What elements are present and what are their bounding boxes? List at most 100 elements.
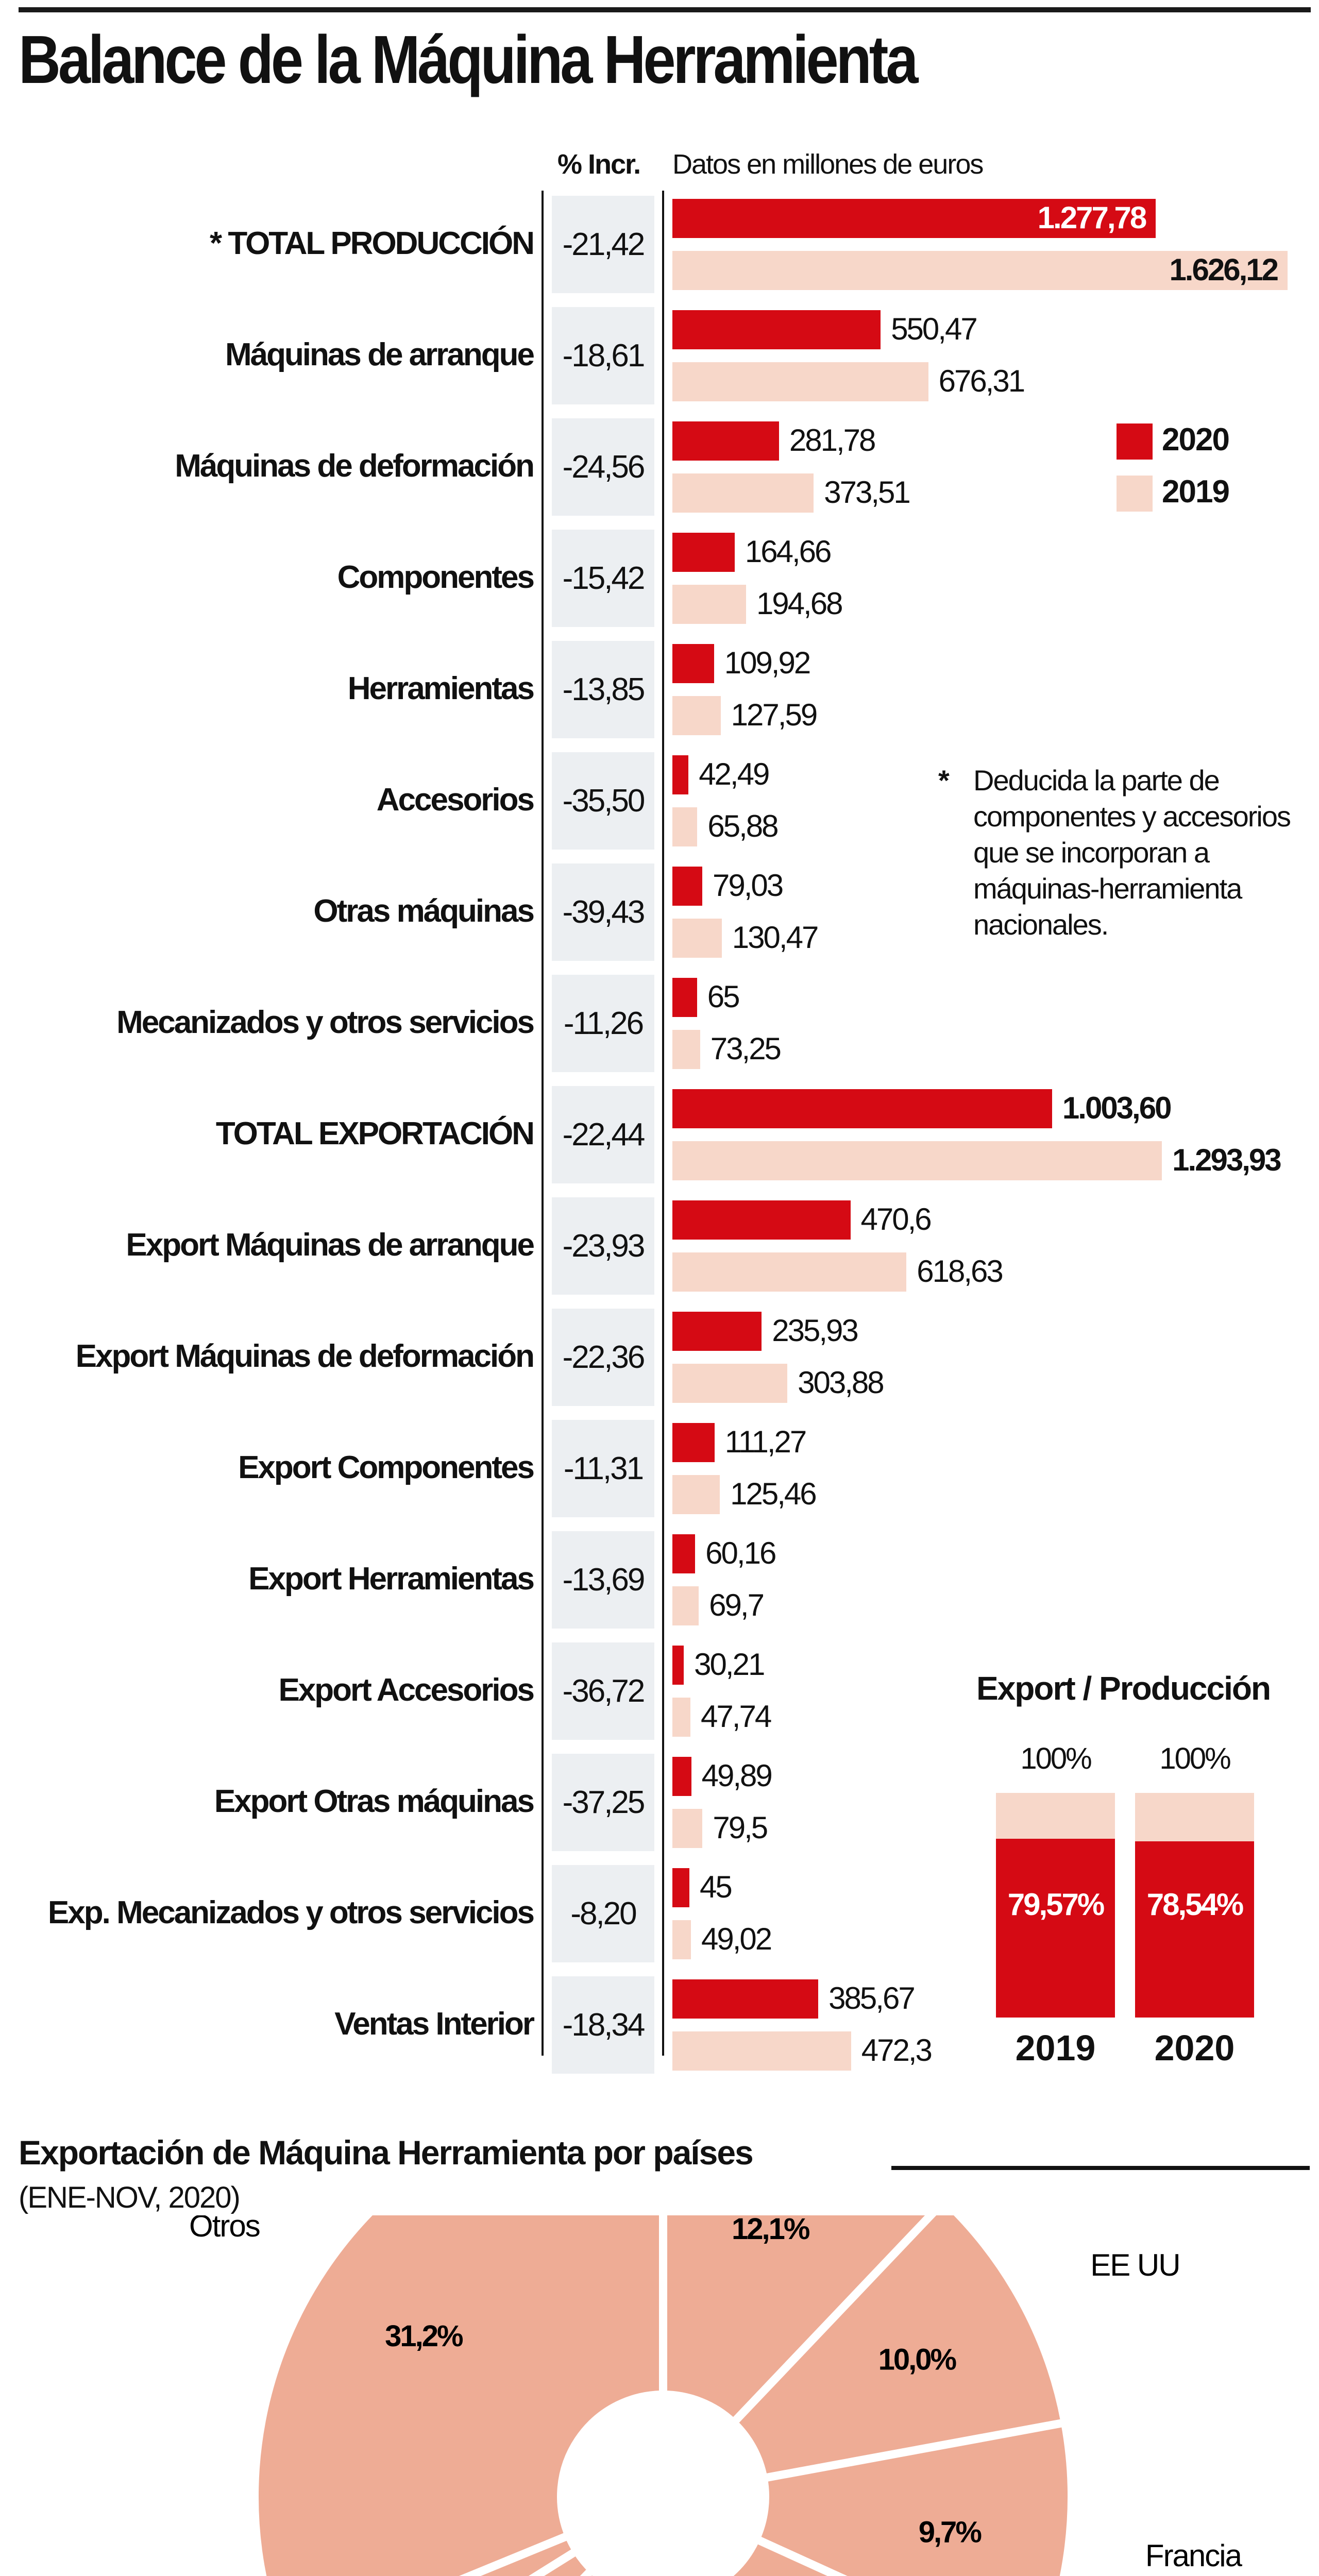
bar-2020 <box>672 978 697 1017</box>
page-title: Balance de la Máquina Herramienta <box>19 22 918 97</box>
bar-2019 <box>672 696 721 735</box>
footnote-line: componentes y accesorios <box>973 800 1291 833</box>
footnote: * Deducida la parte de componentes y acc… <box>938 762 1291 943</box>
pct-incr-box <box>552 307 654 404</box>
footnote-line: Deducida la parte de <box>973 764 1220 796</box>
row-label: Export Herramientas <box>248 1561 535 1597</box>
row-label: Mecanizados y otros servicios <box>116 1004 535 1040</box>
pct-incr-box <box>552 975 654 1072</box>
row-label: TOTAL EXPORTACIÓN <box>215 1115 535 1151</box>
pct-incr-box <box>552 1420 654 1517</box>
pct-incr-box <box>552 641 654 738</box>
value-label-2019: 472,3 <box>861 2033 933 2067</box>
bar-2020 <box>672 310 881 349</box>
donut-pct-label: 10,0% <box>878 2343 957 2376</box>
pct-incr-box <box>552 1309 654 1406</box>
value-label-2020: 42,49 <box>699 757 770 791</box>
bar-2020 <box>672 1200 851 1240</box>
value-label-2019: 127,59 <box>731 698 818 732</box>
pct-incr-value: -37,25 <box>562 1784 646 1820</box>
bar-2020 <box>672 1757 691 1796</box>
pct-incr-value: -22,36 <box>562 1339 646 1375</box>
bar-2020 <box>672 1534 696 1573</box>
divider-right <box>662 191 664 2056</box>
bar-2019 <box>672 1364 788 1403</box>
pct-incr-box <box>552 1754 654 1851</box>
value-label-2019: 79,5 <box>713 1810 768 1845</box>
pct-incr-box <box>552 1865 654 1962</box>
bar-2020 <box>672 421 779 461</box>
bar-2019 <box>672 807 698 846</box>
value-label-2019: 676,31 <box>938 364 1026 398</box>
bar-2019 <box>672 251 1288 290</box>
ep-total-label: 100% <box>1020 1742 1092 1775</box>
section-title: Exportación de Máquina Herramienta por p… <box>19 2133 754 2172</box>
value-label-2019: 73,25 <box>710 1031 782 1066</box>
donut-pct-label: 31,2% <box>385 2319 463 2353</box>
value-label-2020: 164,66 <box>745 534 832 569</box>
donut-slice-otros <box>250 2215 667 2576</box>
value-label-2019: 125,46 <box>730 1477 817 1511</box>
value-label-2020: 1.003,60 <box>1062 1091 1172 1125</box>
donut-pct-label: 12,1% <box>732 2215 810 2246</box>
value-label-2019: 1.293,93 <box>1172 1143 1282 1177</box>
pct-incr-value: -15,42 <box>562 560 646 596</box>
value-label-2019: 130,47 <box>732 920 819 955</box>
donut-category-label: Francia <box>1145 2538 1243 2573</box>
bar-2020 <box>672 1646 684 1685</box>
value-label-2020: 65 <box>707 979 740 1014</box>
value-label-2020: 45 <box>700 1870 733 1904</box>
divider-left <box>542 191 544 2056</box>
row-label: Herramientas <box>347 670 535 706</box>
pct-incr-value: -36,72 <box>562 1673 646 1709</box>
row-label: Ventas Interior <box>334 2006 535 2042</box>
value-label-2019: 47,74 <box>701 1699 772 1734</box>
bar-2019 <box>672 1030 700 1069</box>
bar-2019 <box>672 1698 691 1737</box>
value-label-2020: 235,93 <box>772 1313 859 1348</box>
section-subtitle: (ENE-NOV, 2020) <box>19 2181 241 2214</box>
pct-incr-box <box>552 1197 654 1295</box>
pct-incr-box <box>552 1531 654 1629</box>
footnote-line: que se incorporan a <box>973 836 1210 869</box>
bar-2020 <box>672 1979 819 2019</box>
legend-label-2019: 2019 <box>1162 474 1230 510</box>
bar-2020 <box>672 1089 1052 1128</box>
pct-incr-value: -11,26 <box>563 1005 644 1041</box>
bar-2020 <box>672 1312 762 1351</box>
bar-2019 <box>672 362 928 401</box>
ep-value-label: 79,57% <box>1007 1887 1105 1922</box>
footnote-line: máquinas-herramienta <box>973 872 1242 905</box>
donut-category-label: EE UU <box>1090 2248 1179 2282</box>
pct-incr-box <box>552 530 654 627</box>
pct-incr-value: -21,42 <box>562 226 646 262</box>
pct-incr-value: -8,20 <box>570 1895 637 1931</box>
ep-fill-2019 <box>996 1839 1115 2018</box>
row-label: Exp. Mecanizados y otros servicios <box>47 1894 535 1930</box>
bar-2019 <box>672 1475 720 1514</box>
value-label-2020: 49,89 <box>701 1758 773 1793</box>
pct-incr-value: -39,43 <box>562 894 646 930</box>
donut-slice-francia <box>750 2417 1076 2576</box>
row-label: Otras máquinas <box>313 893 535 929</box>
value-label-2020: 79,03 <box>713 868 784 903</box>
pct-incr-box <box>552 196 654 293</box>
ep-bar-2019 <box>996 1793 1115 2018</box>
row-label: Export Otras máquinas <box>214 1783 535 1819</box>
value-label-2019: 69,7 <box>709 1588 765 1622</box>
row-label: Componentes <box>337 559 535 595</box>
row-label: * TOTAL PRODUCCIÓN <box>209 225 535 261</box>
bar-2020 <box>672 755 689 794</box>
pct-incr-box <box>552 418 654 516</box>
value-label-2019: 65,88 <box>707 809 779 843</box>
pct-incr-box <box>552 1976 654 2074</box>
donut-pct-label: 9,7% <box>919 2515 982 2549</box>
ep-value-label: 78,54% <box>1146 1887 1244 1922</box>
row-label: Máquinas de arranque <box>225 336 535 372</box>
donut-slice-italia <box>721 2533 848 2576</box>
donut-slice-alemania <box>659 2215 937 2429</box>
value-label-2020: 109,92 <box>724 646 811 680</box>
row-label: Accesorios <box>376 782 535 818</box>
value-label-2019: 49,02 <box>701 1922 772 1956</box>
pct-incr-box <box>552 1642 654 1740</box>
